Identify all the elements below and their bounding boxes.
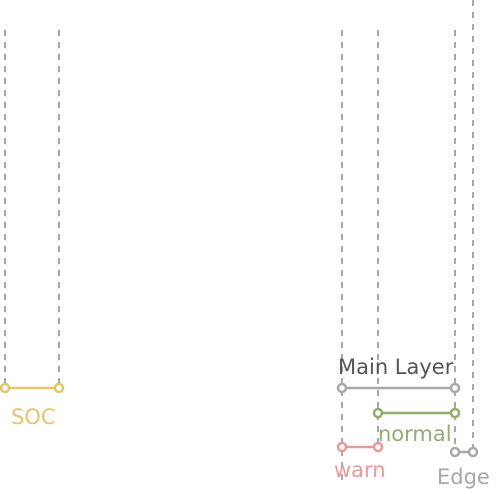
span-end-handle [449, 407, 461, 419]
span-warn [336, 441, 384, 453]
span-normal [372, 407, 461, 419]
span-end-handle [372, 441, 384, 453]
span-label-edge: Edge [437, 465, 490, 489]
guide-lines [4, 0, 474, 480]
span-start-handle [336, 382, 348, 394]
span-label-warn: warn [334, 458, 386, 482]
span-start-handle [372, 407, 384, 419]
span-start-handle [449, 446, 461, 458]
span-label-soc: SOC [11, 405, 56, 429]
span-end-handle [467, 446, 479, 458]
span-label-main-layer: Main Layer [338, 355, 454, 379]
span-start-handle [0, 382, 11, 394]
span-main-layer [336, 382, 461, 394]
span-edge [449, 446, 479, 458]
span-label-normal: normal [378, 422, 452, 446]
span-start-handle [336, 441, 348, 453]
span-soc [0, 382, 65, 394]
span-end-handle [449, 382, 461, 394]
span-end-handle [53, 382, 65, 394]
